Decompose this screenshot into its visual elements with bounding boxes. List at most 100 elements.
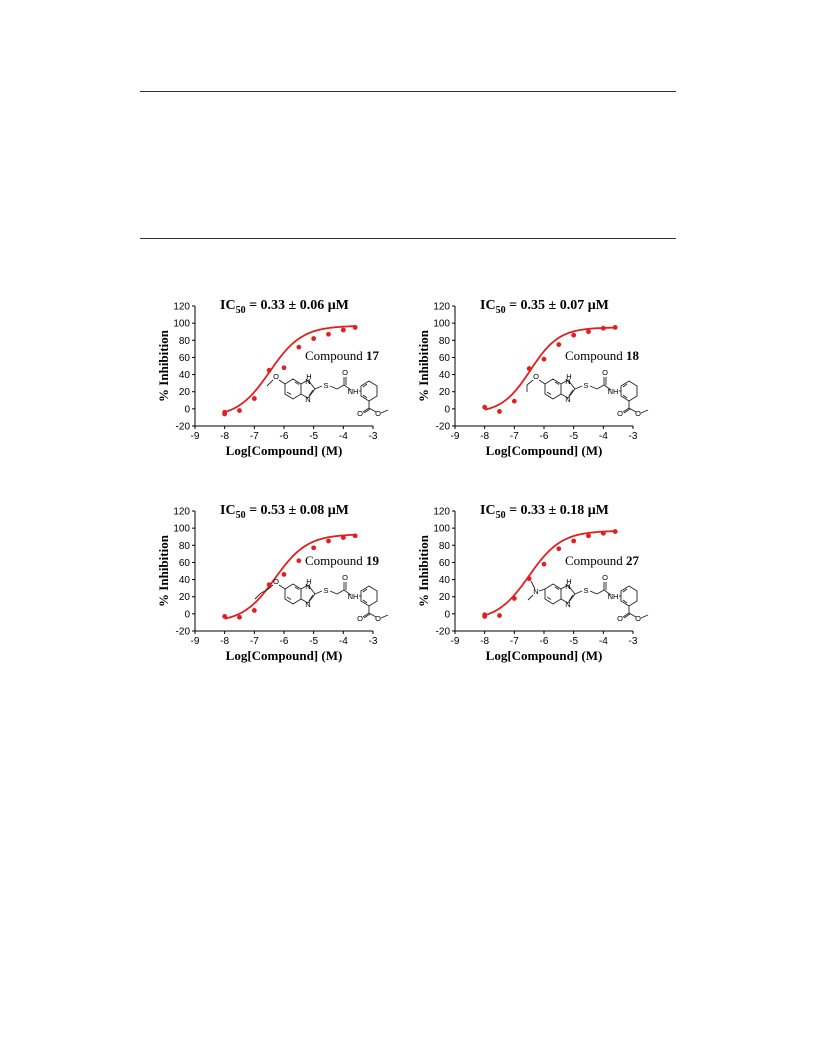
y-tick-label: -20 <box>436 627 451 638</box>
y-tick-label: 60 <box>179 353 191 364</box>
x-tick-label: -9 <box>191 636 200 647</box>
data-point <box>556 546 562 552</box>
y-tick-label: 120 <box>173 302 190 313</box>
y-axis-title: % Inhibition <box>416 534 431 607</box>
x-tick-label: -9 <box>451 431 460 442</box>
x-tick-label: -8 <box>480 431 489 442</box>
chart-panel-compound-19: -20 0 20 40 60 80 100 120 -9 -8 -7 -6 -5 -4 -3 Log[Comp… <box>155 495 405 675</box>
x-tick-label: -5 <box>569 636 578 647</box>
y-tick-label: 120 <box>433 507 450 518</box>
svg-text:NH: NH <box>348 387 359 396</box>
svg-text:O: O <box>602 573 608 582</box>
y-tick-label: 40 <box>439 370 451 381</box>
data-point <box>251 396 257 401</box>
data-point <box>497 409 502 414</box>
y-tick-label: -20 <box>176 422 191 433</box>
y-tick-label: 100 <box>433 319 450 330</box>
y-tick-label: 60 <box>439 558 451 569</box>
chart-svg: -20 0 20 40 60 80 100 120 -9 -8 -7 -6 -5 -4 -3 Log[Comp… <box>416 503 649 663</box>
data-point <box>281 365 287 371</box>
svg-text:N: N <box>565 582 570 591</box>
data-point <box>526 576 532 582</box>
fit-curve <box>224 325 356 414</box>
svg-text:H: H <box>566 372 571 381</box>
x-tick-label: -6 <box>280 431 289 442</box>
data-point <box>326 538 331 544</box>
y-tick-label: 40 <box>439 575 451 586</box>
svg-text:O: O <box>617 614 623 623</box>
data-point <box>281 572 287 577</box>
x-tick-label: -4 <box>599 431 608 442</box>
data-point <box>352 325 358 330</box>
x-tick-label: -7 <box>510 636 519 647</box>
data-point <box>237 408 242 413</box>
data-point <box>326 331 331 337</box>
fit-curve <box>484 326 616 411</box>
svg-text:O: O <box>357 614 363 623</box>
y-tick-label: 120 <box>433 302 450 313</box>
data-point <box>556 342 562 347</box>
svg-text:O: O <box>602 368 608 377</box>
y-tick-label: 100 <box>433 524 450 535</box>
ic50-title: IC50 = 0.33 ± 0.06 μM <box>220 298 349 316</box>
svg-text:O: O <box>357 409 363 418</box>
table-bottom-rule <box>140 238 676 239</box>
data-point <box>586 533 591 539</box>
svg-text:H: H <box>566 577 571 586</box>
svg-text:O: O <box>635 614 641 623</box>
data-point <box>266 367 272 373</box>
svg-text:NH: NH <box>608 592 619 601</box>
svg-text:N: N <box>565 395 570 404</box>
y-tick-label: -20 <box>436 422 451 433</box>
svg-text:N: N <box>305 582 310 591</box>
x-tick-label: -3 <box>629 431 638 442</box>
data-point <box>600 530 606 536</box>
chart-svg: -20 0 20 40 60 80 100 120 -9 -8 -7 -6 -5 -4 -3 Log[Comp… <box>156 503 389 663</box>
x-tick-label: -4 <box>339 431 348 442</box>
y-tick-label: 40 <box>179 575 191 586</box>
svg-text:O: O <box>273 372 279 381</box>
x-tick-label: -5 <box>309 431 318 442</box>
ic50-title: IC50 = 0.33 ± 0.18 μM <box>480 503 609 521</box>
x-tick-label: -8 <box>480 636 489 647</box>
svg-text:N: N <box>565 377 570 386</box>
table-top-rule <box>140 91 676 92</box>
data-point <box>340 327 346 333</box>
x-tick-label: -8 <box>220 431 229 442</box>
x-tick-label: -4 <box>599 636 608 647</box>
data-point <box>541 561 547 567</box>
data-point <box>497 613 502 618</box>
svg-text:H: H <box>306 372 311 381</box>
svg-text:N: N <box>305 395 310 404</box>
y-tick-label: -20 <box>176 627 191 638</box>
data-point <box>511 398 517 404</box>
x-tick-label: -3 <box>369 636 378 647</box>
svg-text:O: O <box>375 409 381 418</box>
ic50-title: IC50 = 0.35 ± 0.07 μM <box>480 298 609 316</box>
x-tick-label: -5 <box>309 636 318 647</box>
fit-curve <box>224 533 356 620</box>
data-point <box>222 411 228 417</box>
y-tick-label: 60 <box>439 353 451 364</box>
y-tick-label: 20 <box>439 387 451 398</box>
x-tick-label: -7 <box>250 431 259 442</box>
x-tick-label: -4 <box>339 636 348 647</box>
svg-text:O: O <box>617 409 623 418</box>
y-tick-label: 120 <box>173 507 190 518</box>
y-tick-label: 60 <box>179 558 191 569</box>
svg-text:NH: NH <box>608 387 619 396</box>
y-tick-label: 100 <box>173 524 190 535</box>
data-point <box>482 404 488 410</box>
y-tick-label: 0 <box>184 404 190 415</box>
y-tick-label: 80 <box>439 336 451 347</box>
y-tick-label: 20 <box>179 387 191 398</box>
data-point <box>571 538 577 544</box>
y-tick-label: 20 <box>439 592 451 603</box>
compound-label: Compound 17 <box>305 348 380 363</box>
x-tick-label: -6 <box>540 636 549 647</box>
fit-curve <box>484 530 616 617</box>
data-point <box>482 614 488 619</box>
x-tick-label: -3 <box>369 431 378 442</box>
